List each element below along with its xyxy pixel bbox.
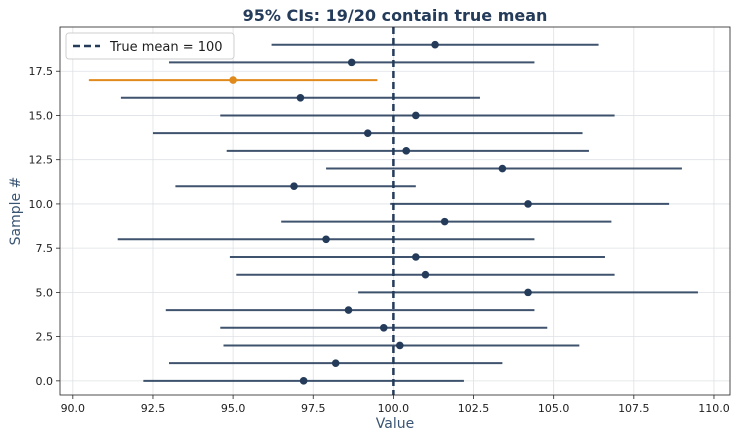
y-tick-label: 7.5 bbox=[36, 242, 54, 255]
grid bbox=[60, 27, 730, 395]
x-tick-label: 105.0 bbox=[538, 402, 570, 415]
x-tick-label: 107.5 bbox=[618, 402, 650, 415]
chart-title: 95% CIs: 19/20 contain true mean bbox=[243, 6, 548, 25]
legend: True mean = 100 bbox=[65, 32, 235, 60]
ci-mean-point bbox=[379, 323, 388, 332]
y-tick-label: 2.5 bbox=[36, 331, 54, 344]
ci-mean-point bbox=[229, 76, 237, 84]
y-axis-ticks: 0.0 2.5 5.0 7.5 10.0 12.5 15.0 17.5 bbox=[29, 65, 60, 388]
ci-mean-point bbox=[344, 306, 353, 314]
ci-mean-point bbox=[421, 270, 430, 279]
ci-mean-point bbox=[431, 40, 439, 49]
y-tick-label: 10.0 bbox=[29, 198, 54, 211]
y-tick-label: 17.5 bbox=[29, 65, 54, 78]
ci-mean-point bbox=[299, 377, 308, 385]
ci-mean-point bbox=[412, 253, 420, 261]
plot-frame bbox=[59, 26, 731, 396]
ci-mean-point bbox=[498, 164, 507, 173]
x-tick-label: 95.0 bbox=[221, 402, 246, 415]
ci-mean-point bbox=[440, 217, 449, 226]
ci-mean-point bbox=[524, 200, 532, 208]
x-tick-label: 110.0 bbox=[698, 402, 730, 415]
y-tick-label: 5.0 bbox=[36, 286, 54, 299]
legend-box bbox=[65, 32, 235, 60]
x-tick-label: 92.5 bbox=[141, 402, 166, 415]
ci-mean-point bbox=[322, 235, 330, 244]
ci-mean-point bbox=[402, 147, 411, 155]
ci-mean-point bbox=[363, 129, 372, 137]
y-tick-label: 12.5 bbox=[29, 154, 54, 167]
intervals bbox=[88, 40, 698, 385]
ci-mean-point bbox=[347, 58, 356, 67]
x-tick-label: 102.5 bbox=[458, 402, 490, 415]
ci-mean-point bbox=[412, 111, 420, 120]
x-tick-label: 100.0 bbox=[378, 402, 410, 415]
ci-mean-point bbox=[524, 288, 532, 297]
x-tick-label: 90.0 bbox=[61, 402, 86, 415]
y-axis-label: Sample # bbox=[8, 177, 24, 246]
ci-mean-point bbox=[396, 341, 404, 350]
y-tick-label: 0.0 bbox=[36, 375, 54, 388]
ci-mean-point bbox=[331, 359, 340, 367]
legend-label: True mean = 100 bbox=[109, 40, 223, 55]
x-tick-label: 97.5 bbox=[301, 402, 326, 415]
ci-mean-point bbox=[290, 182, 298, 191]
x-axis-label: Value bbox=[376, 416, 414, 431]
y-tick-label: 15.0 bbox=[29, 109, 54, 122]
x-axis-ticks: 90.0 92.5 95.0 97.5 100.0 102.5 105.0 107.5 110.… bbox=[61, 395, 730, 415]
ci-mean-point bbox=[296, 93, 305, 102]
